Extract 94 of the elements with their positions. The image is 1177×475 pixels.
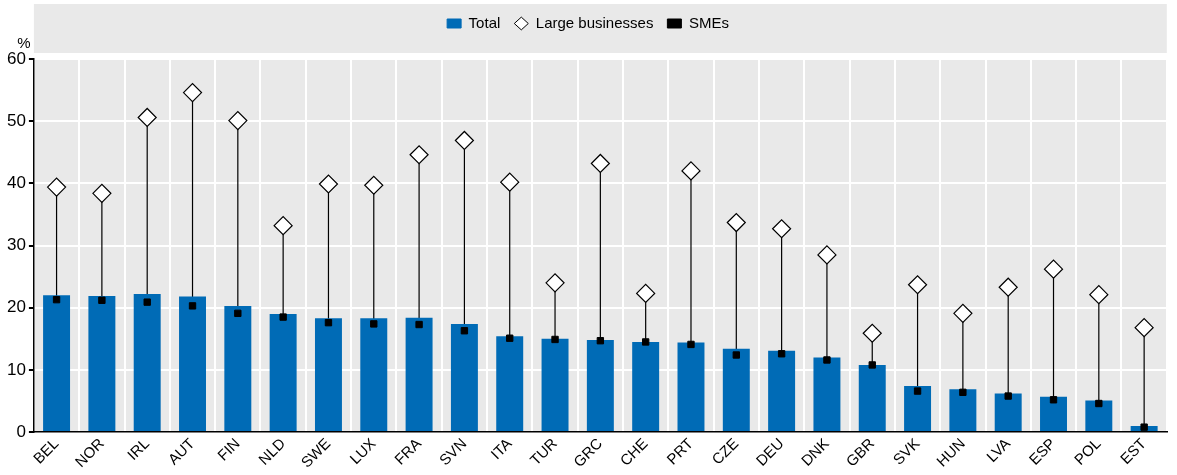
bar <box>133 294 161 432</box>
point <box>998 277 1018 297</box>
point <box>953 303 973 323</box>
x-tick-label: BEL <box>29 434 62 467</box>
point <box>732 351 740 359</box>
legend-label: Total <box>468 13 501 31</box>
point <box>52 295 61 304</box>
point <box>913 387 922 395</box>
point <box>687 340 695 349</box>
y-tick-label: 30 <box>6 235 26 255</box>
point <box>188 302 197 310</box>
x-tick-label: FIN <box>213 434 243 464</box>
y-axis-title: % <box>17 33 31 51</box>
point <box>454 130 475 151</box>
point <box>415 320 423 329</box>
point <box>681 161 701 181</box>
x-tick-label: CZE <box>708 434 742 468</box>
x-tick-label: ITA <box>487 434 515 463</box>
bar <box>904 386 932 432</box>
point <box>324 318 333 327</box>
y-tick-label: 0 <box>16 421 26 441</box>
point <box>1004 392 1012 400</box>
point <box>907 275 928 295</box>
point <box>318 174 339 194</box>
point <box>234 309 242 318</box>
bar <box>677 342 705 432</box>
bar <box>1085 400 1113 432</box>
bar <box>405 317 433 432</box>
bar <box>88 295 116 432</box>
legend-label: Large businesses <box>535 13 654 31</box>
point <box>590 153 610 174</box>
point <box>228 110 248 131</box>
point <box>182 82 203 103</box>
bar <box>269 313 297 432</box>
point <box>1043 259 1064 279</box>
bar <box>813 357 841 432</box>
x-tick-label: LVA <box>982 434 1014 466</box>
point <box>460 327 469 335</box>
bar <box>994 393 1022 432</box>
bar <box>496 336 524 432</box>
point <box>273 216 293 236</box>
point <box>98 296 106 304</box>
point <box>1140 423 1148 431</box>
point <box>1134 318 1154 338</box>
bar <box>722 348 750 432</box>
point <box>868 361 876 369</box>
point <box>279 313 287 321</box>
point <box>506 334 514 342</box>
bar <box>858 364 886 432</box>
point <box>636 283 656 304</box>
bar <box>541 338 569 432</box>
point <box>364 175 384 195</box>
bar <box>179 296 206 432</box>
x-tick-label: TUR <box>526 434 561 469</box>
bar <box>632 341 660 432</box>
y-tick-label: 50 <box>6 110 26 130</box>
bar <box>360 318 388 432</box>
point <box>545 273 565 293</box>
point <box>823 356 831 364</box>
point <box>1095 399 1103 408</box>
point <box>1049 396 1058 404</box>
y-tick-label: 20 <box>6 297 26 317</box>
bar <box>949 389 977 432</box>
point <box>817 245 837 265</box>
bar <box>314 318 342 432</box>
point <box>370 320 378 328</box>
point <box>137 107 157 128</box>
point <box>726 212 746 233</box>
point <box>143 298 151 306</box>
y-tick-label: 60 <box>6 48 26 68</box>
point <box>862 323 882 343</box>
point <box>92 183 112 203</box>
bar <box>768 350 796 432</box>
x-tick-label: POL <box>1070 434 1104 468</box>
point <box>959 388 967 396</box>
x-tick-label: FRA <box>390 434 425 468</box>
point <box>551 335 559 344</box>
bar <box>450 323 478 432</box>
point <box>772 219 792 239</box>
x-tick-label: IRL <box>123 434 153 464</box>
point <box>500 172 520 192</box>
point <box>46 177 67 197</box>
point <box>409 145 429 165</box>
y-tick-label: 40 <box>6 173 26 193</box>
bar <box>43 295 71 432</box>
bar <box>586 340 614 432</box>
bar <box>1040 396 1067 432</box>
legend-label: SMEs <box>688 13 729 31</box>
point <box>596 337 605 345</box>
bar <box>224 305 252 432</box>
point <box>777 350 786 358</box>
point <box>1089 285 1109 305</box>
point <box>641 338 650 346</box>
y-tick-label: 10 <box>6 359 26 379</box>
